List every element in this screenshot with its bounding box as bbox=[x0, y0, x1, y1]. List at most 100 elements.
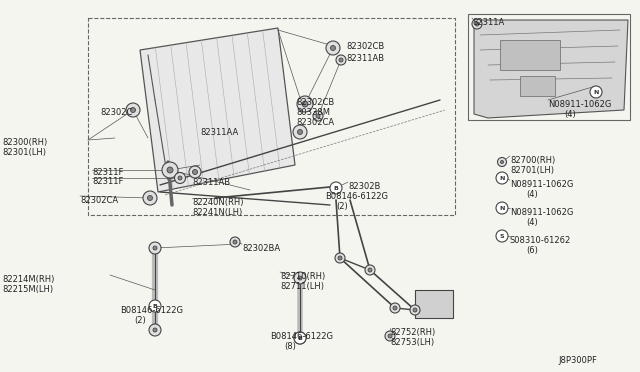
Circle shape bbox=[147, 196, 152, 201]
Circle shape bbox=[472, 19, 482, 29]
Circle shape bbox=[302, 101, 308, 107]
Circle shape bbox=[336, 55, 346, 65]
Text: 82302CA: 82302CA bbox=[296, 118, 334, 127]
Text: 82300(RH): 82300(RH) bbox=[2, 138, 47, 147]
Circle shape bbox=[143, 191, 157, 205]
Text: N: N bbox=[593, 90, 598, 94]
Circle shape bbox=[294, 272, 306, 284]
Circle shape bbox=[153, 328, 157, 332]
Bar bbox=[520, 76, 555, 96]
Circle shape bbox=[388, 334, 392, 338]
Text: S08310-61262: S08310-61262 bbox=[510, 236, 572, 245]
Circle shape bbox=[178, 176, 182, 180]
Text: (4): (4) bbox=[564, 110, 576, 119]
Text: N08911-1062G: N08911-1062G bbox=[510, 180, 573, 189]
Text: 82701(LH): 82701(LH) bbox=[510, 166, 554, 175]
Circle shape bbox=[368, 268, 372, 272]
Circle shape bbox=[496, 172, 508, 184]
Text: N: N bbox=[499, 205, 505, 211]
Circle shape bbox=[230, 237, 240, 247]
Circle shape bbox=[149, 324, 161, 336]
Text: 82215M(LH): 82215M(LH) bbox=[2, 285, 53, 294]
Text: 82711(LH): 82711(LH) bbox=[280, 282, 324, 291]
Text: N08911-1062G: N08911-1062G bbox=[510, 208, 573, 217]
Circle shape bbox=[167, 167, 173, 173]
Circle shape bbox=[131, 108, 136, 112]
Text: N08911-1062G: N08911-1062G bbox=[548, 100, 611, 109]
Text: 82710(RH): 82710(RH) bbox=[280, 272, 325, 281]
Text: 82302BA: 82302BA bbox=[242, 244, 280, 253]
Circle shape bbox=[390, 303, 400, 313]
Circle shape bbox=[410, 305, 420, 315]
Circle shape bbox=[330, 182, 342, 194]
Text: 82311AB: 82311AB bbox=[192, 178, 230, 187]
Text: 82753(LH): 82753(LH) bbox=[390, 338, 434, 347]
Text: (6): (6) bbox=[526, 246, 538, 255]
Circle shape bbox=[500, 160, 504, 164]
Bar bbox=[415, 290, 453, 318]
Text: 82302CA: 82302CA bbox=[80, 196, 118, 205]
Circle shape bbox=[298, 336, 302, 340]
Circle shape bbox=[335, 253, 345, 263]
Text: 82752(RH): 82752(RH) bbox=[390, 328, 435, 337]
Text: 82302B: 82302B bbox=[348, 182, 380, 191]
Circle shape bbox=[298, 276, 302, 280]
Text: B: B bbox=[298, 336, 303, 340]
Circle shape bbox=[126, 103, 140, 117]
Circle shape bbox=[497, 157, 506, 167]
Circle shape bbox=[233, 240, 237, 244]
Circle shape bbox=[294, 332, 306, 344]
Text: 82302C: 82302C bbox=[100, 108, 132, 117]
Circle shape bbox=[153, 246, 157, 250]
Circle shape bbox=[413, 308, 417, 312]
Bar bbox=[468, 14, 630, 120]
Text: 82240N(RH): 82240N(RH) bbox=[192, 198, 243, 207]
Text: B08146-6122G: B08146-6122G bbox=[270, 332, 333, 341]
Circle shape bbox=[313, 111, 323, 121]
Text: 82302CB: 82302CB bbox=[346, 42, 384, 51]
Circle shape bbox=[338, 256, 342, 260]
Circle shape bbox=[475, 22, 479, 26]
Text: 82311F: 82311F bbox=[92, 177, 124, 186]
Circle shape bbox=[189, 166, 201, 178]
Text: (4): (4) bbox=[526, 190, 538, 199]
Text: 82700(RH): 82700(RH) bbox=[510, 156, 556, 165]
Circle shape bbox=[330, 45, 335, 51]
Circle shape bbox=[326, 41, 340, 55]
Text: 82241N(LH): 82241N(LH) bbox=[192, 208, 243, 217]
Text: B08146-6122G: B08146-6122G bbox=[325, 192, 388, 201]
Text: 82301(LH): 82301(LH) bbox=[2, 148, 46, 157]
Text: 82311F: 82311F bbox=[92, 168, 124, 177]
Circle shape bbox=[496, 202, 508, 214]
Circle shape bbox=[339, 58, 343, 62]
Polygon shape bbox=[140, 28, 295, 192]
Text: 82311AA: 82311AA bbox=[200, 128, 238, 137]
Text: B: B bbox=[152, 304, 157, 308]
Circle shape bbox=[293, 125, 307, 139]
Text: (8): (8) bbox=[284, 342, 296, 351]
Circle shape bbox=[496, 230, 508, 242]
Text: (4): (4) bbox=[526, 218, 538, 227]
Circle shape bbox=[149, 300, 161, 312]
Circle shape bbox=[590, 86, 602, 98]
Circle shape bbox=[162, 162, 178, 178]
Text: (2): (2) bbox=[134, 316, 146, 325]
Text: B08146-6122G: B08146-6122G bbox=[120, 306, 183, 315]
Text: J8P300PF: J8P300PF bbox=[558, 356, 597, 365]
Circle shape bbox=[175, 173, 186, 183]
Bar bbox=[500, 40, 560, 70]
Text: (2): (2) bbox=[336, 202, 348, 211]
Text: N: N bbox=[499, 176, 505, 180]
Text: 82311A: 82311A bbox=[472, 18, 504, 27]
Text: 80338M: 80338M bbox=[296, 108, 330, 117]
Circle shape bbox=[393, 306, 397, 310]
Circle shape bbox=[297, 96, 313, 112]
Circle shape bbox=[365, 265, 375, 275]
Circle shape bbox=[385, 331, 395, 341]
Circle shape bbox=[193, 170, 198, 174]
Text: B: B bbox=[333, 186, 339, 190]
Text: 82214M(RH): 82214M(RH) bbox=[2, 275, 54, 284]
Text: 82311AB: 82311AB bbox=[346, 54, 384, 63]
Circle shape bbox=[316, 114, 320, 118]
Text: 82302CB: 82302CB bbox=[296, 98, 334, 107]
